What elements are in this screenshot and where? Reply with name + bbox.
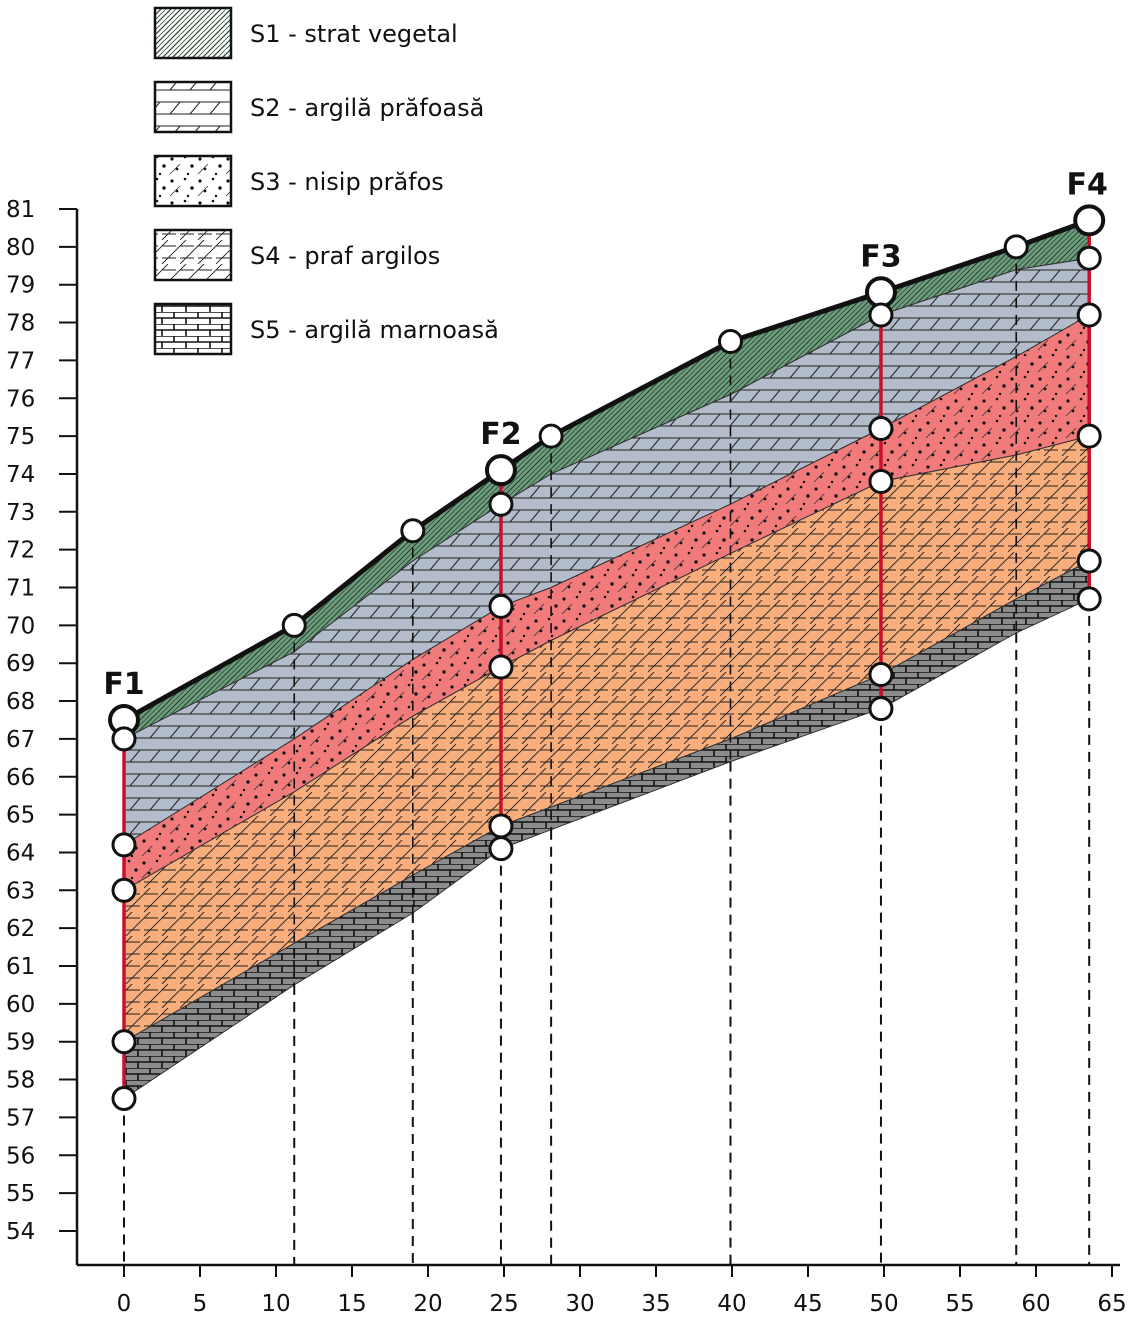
y-tick-label: 72 [6,538,35,564]
contact-marker [488,491,514,517]
y-tick-label: 73 [6,500,35,526]
contact-marker [111,877,137,903]
y-tick-label: 55 [6,1181,35,1207]
legend: S1 - strat vegetal S2 - argilă prăfoasă S3… [153,6,499,356]
legend-swatch-s1 [153,6,233,60]
legend-swatch-s2 [153,80,233,134]
contact-marker [1076,548,1102,574]
contact-marker [868,662,894,688]
x-tick-label: 15 [337,1291,366,1317]
borehole-label: F3 [860,239,901,274]
y-tick-label: 76 [6,386,35,412]
y-tick-label: 70 [6,613,35,639]
legend-label-s1: S1 - strat vegetal [250,20,458,48]
y-tick-label: 58 [6,1068,35,1094]
y-tick-label: 71 [6,576,35,602]
contact-marker [868,696,894,722]
x-tick-label: 0 [117,1291,132,1317]
x-tick-label: 35 [641,1291,670,1317]
x-tick-label: 65 [1097,1291,1126,1317]
contact-marker [111,726,137,752]
projection-lines [123,246,1091,1265]
y-tick-label: 61 [6,954,35,980]
y-tick-label: 69 [6,651,35,677]
contact-marker [488,593,514,619]
y-tick-label: 56 [6,1143,35,1169]
y-tick-label: 54 [6,1219,35,1245]
surface-point-marker [717,328,743,354]
legend-label-s5: S5 - argilă marnoasă [250,316,499,344]
contact-marker [111,1029,137,1055]
y-tick-label: 81 [6,197,35,223]
x-tick-label: 5 [193,1291,208,1317]
y-tick-label: 79 [6,273,35,299]
contact-marker [111,1085,137,1111]
borehole-label: F4 [1067,167,1108,202]
contact-marker [868,469,894,495]
x-tick-label: 45 [793,1291,822,1317]
y-tick-label: 60 [6,992,35,1018]
legend-swatch-s3 [153,154,233,208]
x-tick-label: 10 [261,1291,290,1317]
x-tick-label: 50 [869,1291,898,1317]
x-tick-label: 25 [489,1291,518,1317]
y-tick-label: 77 [6,348,35,374]
borehole-label: F2 [480,417,521,452]
x-tick-label: 60 [1021,1291,1050,1317]
borehole-label: F1 [103,667,144,702]
x-tick-label: 55 [945,1291,974,1317]
borehole-f3-top-marker [864,276,897,309]
x-tick-label: 40 [717,1291,746,1317]
y-tick-label: 65 [6,803,35,829]
surface-point-marker [1003,234,1029,260]
contact-marker [1076,245,1102,271]
contact-marker [111,832,137,858]
contact-marker [488,813,514,839]
y-tick-label: 75 [6,424,35,450]
borehole-f2-top-marker [484,454,517,487]
contact-marker [868,302,894,328]
y-tick-label: 57 [6,1105,35,1131]
surface-point-marker [538,423,564,449]
y-tick-label: 62 [6,916,35,942]
contact-marker [488,836,514,862]
contact-marker [488,654,514,680]
contact-marker [1076,302,1102,328]
stratum-fills [122,218,1091,1100]
y-tick-label: 68 [6,689,35,715]
y-tick-label: 59 [6,1030,35,1056]
legend-label-s2: S2 - argilă prăfoasă [250,94,484,122]
y-tick-label: 64 [6,840,35,866]
contact-marker [1076,586,1102,612]
y-tick-label: 66 [6,765,35,791]
contact-marker [1076,423,1102,449]
y-tick-label: 63 [6,878,35,904]
legend-swatch-s4 [153,228,233,282]
x-tick-label: 20 [413,1291,442,1317]
legend-swatch-s5 [153,302,233,356]
legend-label-s3: S3 - nisip prăfos [250,168,444,196]
surface-point-marker [281,612,307,638]
borehole-f4-top-marker [1073,204,1106,237]
y-tick-label: 80 [6,235,35,261]
surface-point-marker [400,518,426,544]
y-tick-label: 67 [6,727,35,753]
contact-marker [868,416,894,442]
y-tick-label: 78 [6,311,35,337]
x-tick-label: 30 [565,1291,594,1317]
axes: 54 55 56 57 58 59 60 61 62 63 64 65 66 67 68 69 70 71 72 73… [6,197,1127,1317]
contact-markers: F1 F2 F3 F4 [103,167,1108,1111]
y-tick-label: 74 [6,462,35,488]
legend-label-s4: S4 - praf argilos [250,242,440,270]
